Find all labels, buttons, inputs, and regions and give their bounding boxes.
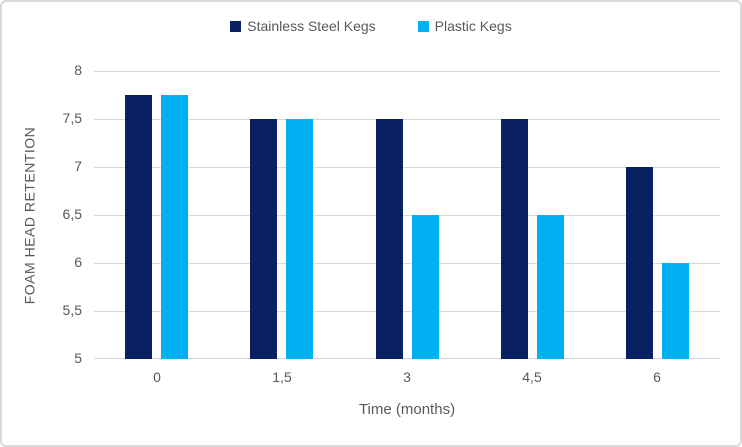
- gridline-7: [94, 167, 720, 168]
- chart-legend: Stainless Steel Kegs Plastic Kegs: [2, 18, 740, 34]
- x-tick-label-1-5: 1,5: [272, 369, 292, 385]
- y-tick-label-5: 5: [74, 350, 82, 366]
- bar-plastic-kegs-6: [662, 263, 689, 359]
- y-tick-label-5,5: 5,5: [62, 302, 82, 318]
- plot-area: [94, 71, 720, 359]
- bar-plastic-kegs-4-5: [537, 215, 564, 359]
- legend-item-plastic-kegs: Plastic Kegs: [417, 18, 512, 34]
- bar-stainless-steel-kegs-6: [626, 167, 653, 359]
- bar-plastic-kegs-0: [161, 95, 188, 359]
- y-tick-label-6,5: 6,5: [62, 206, 82, 222]
- y-tick-label-7,5: 7,5: [62, 110, 82, 126]
- bar-plastic-kegs-3: [412, 215, 439, 359]
- gridline-5: [94, 358, 720, 359]
- gridline-8: [94, 71, 720, 72]
- x-tick-label-0: 0: [153, 369, 161, 385]
- gridline-6: [94, 263, 720, 264]
- y-tick-label-6: 6: [74, 254, 82, 270]
- gridline-6,5: [94, 215, 720, 216]
- bar-stainless-steel-kegs-3: [376, 119, 403, 359]
- bar-stainless-steel-kegs-0: [125, 95, 152, 359]
- legend-label: Stainless Steel Kegs: [247, 18, 376, 34]
- legend-item-stainless-steel-kegs: Stainless Steel Kegs: [230, 18, 376, 34]
- bar-stainless-steel-kegs-4-5: [501, 119, 528, 359]
- bar-plastic-kegs-1-5: [286, 119, 313, 359]
- bar-stainless-steel-kegs-1-5: [250, 119, 277, 359]
- legend-swatch-icon: [230, 20, 242, 32]
- x-tick-label-4-5: 4,5: [522, 369, 542, 385]
- gridline-7,5: [94, 119, 720, 120]
- x-axis-title: Time (months): [358, 401, 456, 418]
- y-tick-label-7: 7: [74, 158, 82, 174]
- x-tick-label-3: 3: [403, 369, 411, 385]
- x-tick-label-6: 6: [653, 369, 661, 385]
- y-tick-label-8: 8: [74, 62, 82, 78]
- legend-label: Plastic Kegs: [434, 18, 512, 34]
- gridline-5,5: [94, 311, 720, 312]
- legend-swatch-icon: [417, 20, 429, 32]
